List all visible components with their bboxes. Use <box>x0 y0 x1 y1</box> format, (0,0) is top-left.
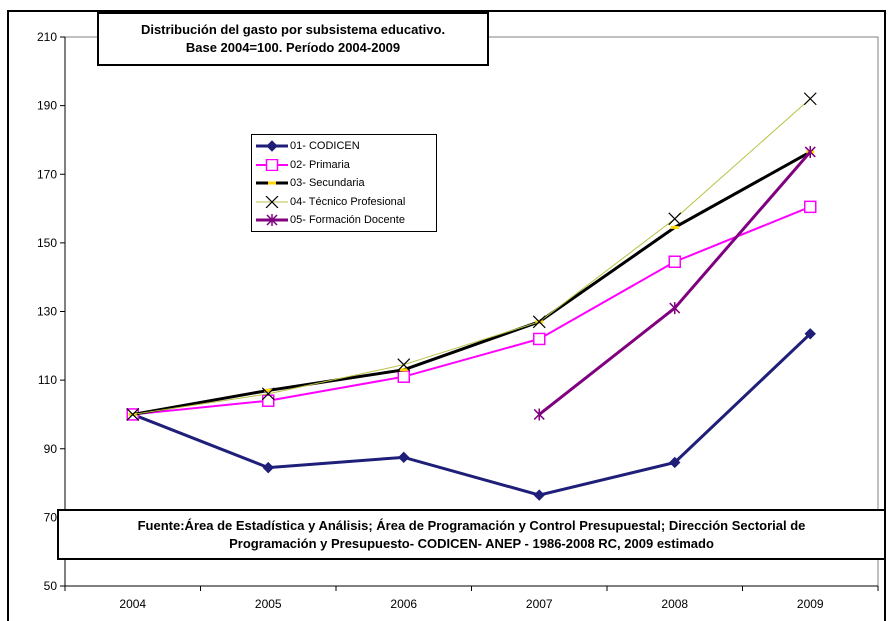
series-line <box>132 205 811 416</box>
legend-swatch <box>256 214 288 227</box>
y-tick-label: 70 <box>44 510 58 524</box>
legend-label: 01- CODICEN <box>290 140 360 153</box>
legend-swatch <box>256 140 288 152</box>
series-line <box>132 332 812 497</box>
x-tick-label: 2004 <box>119 597 146 611</box>
legend-swatch-marker <box>265 158 279 171</box>
data-point <box>533 408 545 421</box>
x-tick-label: 2007 <box>526 597 553 611</box>
y-tick-label: 170 <box>37 167 57 181</box>
x-tick-label: 2005 <box>255 597 282 611</box>
series-line <box>132 150 811 416</box>
axes: 50 70 90 110 130 150 170 190 210 2004 2005 2006 2007… <box>37 30 879 611</box>
data-point <box>264 388 273 392</box>
legend-item: 02- Primaria <box>254 156 436 175</box>
data-point <box>262 461 274 474</box>
series-line <box>132 98 811 415</box>
y-tick-label: 150 <box>37 236 57 250</box>
x-tick-label: 2008 <box>661 597 688 611</box>
legend-item: 04- Técnico Profesional <box>254 193 436 212</box>
data-point <box>670 225 679 229</box>
data-point <box>804 200 817 214</box>
data-point <box>804 328 816 340</box>
legend-item: 05- Formación Docente <box>254 211 436 230</box>
data-point <box>803 92 817 106</box>
series-1 <box>127 328 816 501</box>
chart-border <box>7 10 886 621</box>
y-tick-label: 130 <box>37 305 57 319</box>
legend-label: 05- Formación Docente <box>290 214 405 227</box>
data-point <box>668 255 681 268</box>
data-point <box>532 315 546 329</box>
legend-swatch <box>256 158 288 171</box>
legend-label: 04- Técnico Profesional <box>290 195 406 208</box>
data-point <box>397 358 411 372</box>
y-tick-label: 50 <box>44 579 58 593</box>
y-tick-label: 110 <box>38 373 57 387</box>
y-tick-label: 210 <box>37 30 57 44</box>
data-point <box>261 387 275 401</box>
legend-swatch-marker <box>268 181 276 185</box>
data-point <box>533 489 545 501</box>
y-tick-label: 190 <box>37 99 57 113</box>
series-5 <box>533 145 816 421</box>
legend-label: 03- Secundaria <box>290 177 365 190</box>
data-point <box>397 370 410 383</box>
source-note: Fuente:Área de Estadística y Análisis; Á… <box>57 509 886 560</box>
data-point <box>669 302 681 315</box>
legend-swatch <box>256 181 288 185</box>
plot-background <box>64 36 879 587</box>
series-4 <box>126 92 817 421</box>
legend-label: 02- Primaria <box>290 158 350 171</box>
data-point <box>668 212 682 226</box>
chart-title-line-1: Distribución del gasto por subsistema ed… <box>140 22 446 37</box>
legend-swatch-marker <box>266 140 278 152</box>
x-tick-label: 2009 <box>797 597 824 611</box>
source-note-line-1: Fuente:Área de Estadística y Análisis; Á… <box>137 517 806 533</box>
legend-swatch <box>256 195 288 208</box>
data-point <box>398 451 410 464</box>
data-point <box>533 332 546 346</box>
data-point <box>669 456 681 469</box>
legend-item: 03- Secundaria <box>254 174 436 193</box>
data-point <box>804 145 816 158</box>
x-tick-label: 2006 <box>390 597 417 611</box>
source-note-line-2: Programación y Presupuesto- CODICEN- ANE… <box>229 535 714 551</box>
chart-title: Distribución del gasto por subsistema ed… <box>97 12 489 66</box>
legend-swatch-marker <box>265 195 279 208</box>
data-point <box>399 368 408 372</box>
y-tick-label: 90 <box>44 442 58 456</box>
plot-area <box>64 36 879 587</box>
legend-item: 01- CODICEN <box>254 137 436 156</box>
data-point <box>262 394 275 407</box>
chart-title-line-2: Base 2004=100. Período 2004-2009 <box>185 40 401 55</box>
legend: 01- CODICEN 02- Primaria 03- Secundaria 04-… <box>251 134 437 232</box>
series-layer <box>126 92 817 501</box>
data-point <box>126 408 140 421</box>
legend-swatch-marker <box>266 214 278 227</box>
